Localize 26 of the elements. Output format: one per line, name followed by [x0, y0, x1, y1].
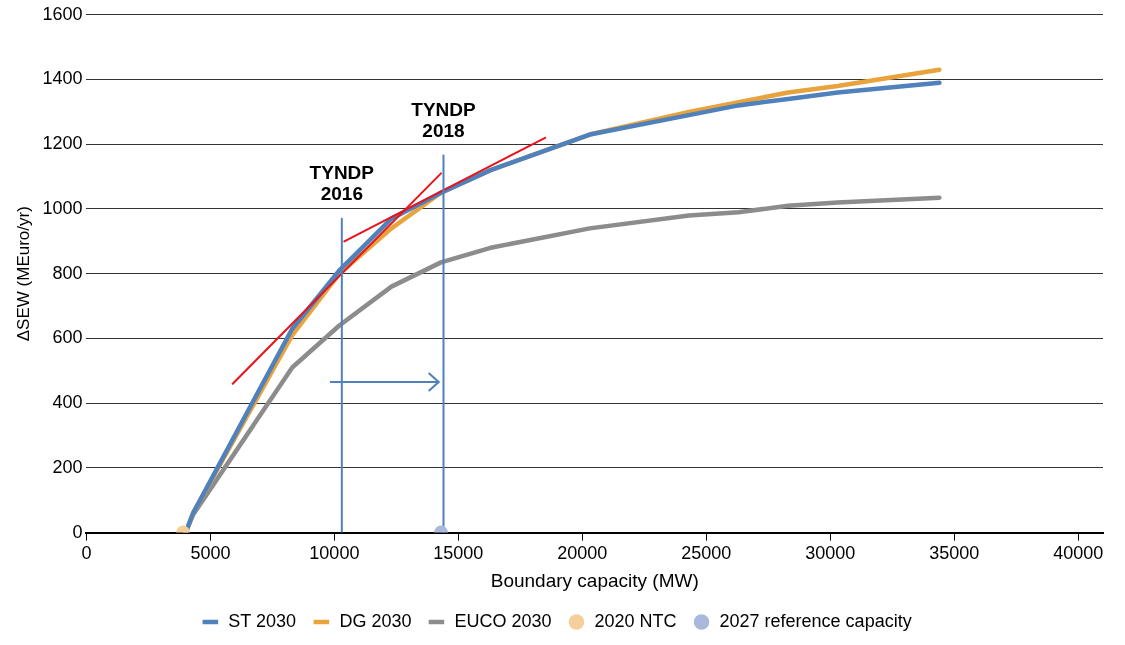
y-tick-label: 1000 [42, 197, 83, 218]
x-tick-label: 25000 [681, 543, 732, 564]
annotation: TYNDP 2016 [309, 162, 375, 205]
y-tick-label: 1600 [42, 3, 83, 24]
legend-label: 2027 reference capacity [719, 610, 912, 631]
x-tick-label: 40000 [1053, 543, 1104, 564]
legend-label: EUCO 2030 [454, 610, 552, 631]
x-tick-label: 5000 [190, 543, 231, 564]
y-axis-title: ΔSEW (MEuro/yr) [13, 206, 33, 342]
y-tick-label: 0 [72, 521, 83, 542]
legend-label: ST 2030 [228, 610, 297, 631]
x-tick-label: 35000 [929, 543, 980, 564]
y-tick-label: 600 [52, 327, 83, 348]
x-tick-label: 10000 [309, 543, 360, 564]
y-tick-label: 400 [52, 392, 83, 413]
annotation: TYNDP 2018 [411, 99, 476, 142]
x-tick-label: 30000 [805, 543, 856, 564]
y-tick-label: 200 [52, 456, 83, 477]
legend-label: DG 2030 [339, 610, 412, 631]
y-tick-label: 1400 [42, 68, 83, 89]
x-tick-label: 20000 [557, 543, 608, 564]
x-axis-title: Boundary capacity (MW) [490, 569, 699, 591]
y-tick-label: 1200 [42, 133, 83, 154]
legend-label: 2020 NTC [594, 610, 677, 631]
y-tick-label: 800 [52, 262, 83, 283]
x-tick-label: 15000 [433, 543, 484, 564]
